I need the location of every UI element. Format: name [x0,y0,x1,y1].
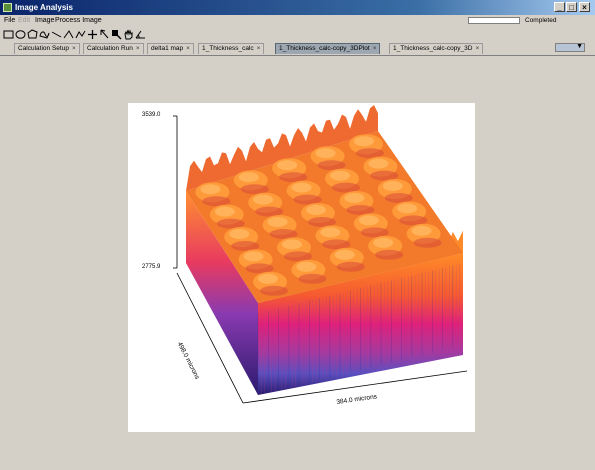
surface-bump-highlight [373,238,393,248]
surface-bump-shadow [375,250,403,260]
polygon-tool-icon[interactable] [27,29,38,40]
tab-calculation-run[interactable]: Calculation Run × [83,43,144,54]
z-max-label: 3539.0 [142,112,160,118]
surface-bump-shadow [414,238,442,248]
tab-delta1-map[interactable]: delta1 map × [147,43,194,54]
plot-panel: 3539.0 2775.9 498.0 microns 384.0 micron… [128,103,475,432]
close-button[interactable]: × [579,2,590,12]
polyline-tool-icon[interactable] [75,29,86,40]
rectangle-tool-icon[interactable] [3,29,14,40]
surface-bump-highlight [383,181,403,191]
surface-bump-highlight [253,195,273,205]
menu-process-image[interactable]: Process Image [55,17,102,24]
surface-bump-highlight [258,274,278,284]
surface-bump-highlight [306,205,326,215]
tab-close-icon[interactable]: × [72,45,76,52]
tab-bar: Calculation Setup × Calculation Run × delt… [0,41,595,56]
angle-tool-icon[interactable] [63,29,74,40]
surface-bump-highlight [368,159,388,169]
surface-bump-highlight [244,251,264,261]
surface-bump-highlight [296,262,316,272]
pointer-tool-icon[interactable] [99,29,110,40]
ellipse-tool-icon[interactable] [15,29,26,40]
surface-plot[interactable] [128,103,475,432]
surface-bump-highlight [282,239,302,249]
surface-bump-highlight [320,227,340,237]
measure-tool-icon[interactable] [135,29,146,40]
surface-bump-highlight [412,226,432,236]
tab-scroll-control[interactable]: ▼ [555,43,585,52]
tab-close-icon[interactable]: × [136,45,140,52]
tab-label: Calculation Run [87,45,133,52]
tab-calculation-setup[interactable]: Calculation Setup × [14,43,80,54]
minimize-button[interactable]: _ [554,2,565,12]
surface-bump-highlight [397,203,417,213]
maximize-button[interactable]: □ [566,2,577,12]
tab-thickness-calc-copy-3dplot[interactable]: 1_Thickness_calc-copy_3DPlot × [275,43,380,54]
tab-close-icon[interactable]: × [186,45,190,52]
surface-bump-shadow [298,274,326,284]
surface-bump-highlight [354,136,374,146]
menu-edit[interactable]: Edit [18,17,30,24]
tab-label: 1_Thickness_calc [202,45,254,52]
surface-bump-highlight [316,148,336,158]
surface-bump-highlight [344,193,364,203]
tab-close-icon[interactable]: × [475,45,479,52]
toolbar [0,28,595,41]
chevron-down-icon[interactable]: ▼ [576,43,583,50]
freehand-tool-icon[interactable] [39,29,50,40]
crosshair-tool-icon[interactable] [87,29,98,40]
tab-thickness-calc-copy-3d[interactable]: 1_Thickness_calc-copy_3D × [389,43,483,54]
progress-bar [468,17,520,24]
surface-bump-highlight [239,172,259,182]
surface-bump-highlight [215,207,235,217]
status-text: Completed [525,17,556,24]
app-icon [3,3,12,12]
line-tool-icon[interactable] [51,29,62,40]
tab-close-icon[interactable]: × [257,45,261,52]
title-bar: Image Analysis _ □ × [0,0,595,15]
pan-tool-icon[interactable] [123,29,134,40]
surface-geometry [186,105,463,395]
tab-label: Calculation Setup [18,45,69,52]
surface-bump-highlight [335,250,355,260]
menu-file[interactable]: File [4,17,15,24]
surface-bump-shadow [260,286,288,296]
surface-bump-highlight [359,215,379,225]
surface-bump-highlight [292,183,312,193]
surface-bump-highlight [330,171,350,181]
tab-close-icon[interactable]: × [373,45,377,52]
menu-image[interactable]: Image [35,17,54,24]
surface-bump-highlight [268,217,288,227]
tab-label: 1_Thickness_calc-copy_3D [393,45,472,52]
surface-bump-shadow [337,262,365,272]
zoom-tool-icon[interactable] [111,29,122,40]
tab-label: delta1 map [151,45,183,52]
surface-bump-highlight [229,229,249,239]
tab-label: 1_Thickness_calc-copy_3DPlot [279,45,370,52]
surface-bump-highlight [277,160,297,170]
surface-bump-highlight [200,184,220,194]
tab-thickness-calc[interactable]: 1_Thickness_calc × [198,43,264,54]
window-title: Image Analysis [15,3,73,12]
z-min-label: 2775.9 [142,264,160,270]
